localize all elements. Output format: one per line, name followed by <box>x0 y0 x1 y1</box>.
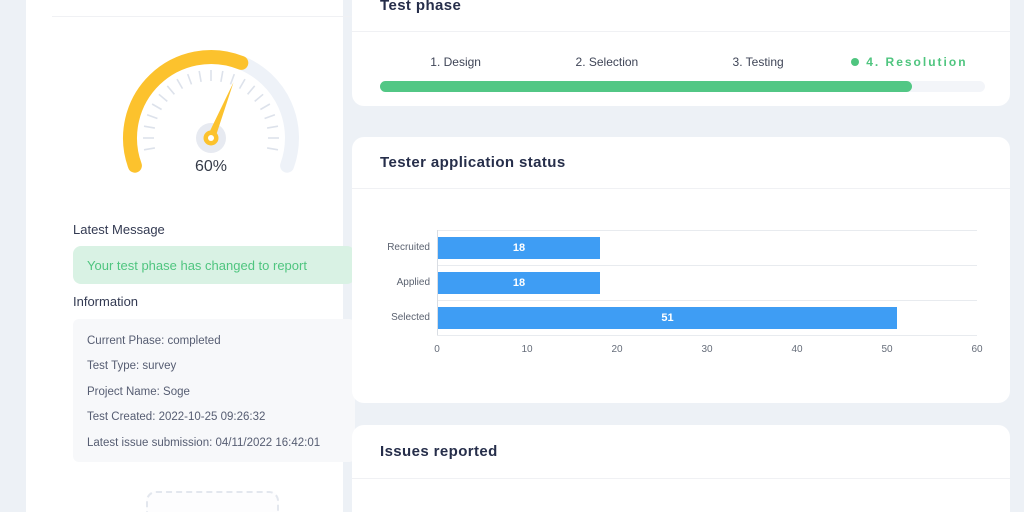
phase-step-label: 3. Testing <box>732 55 784 69</box>
test-phase-divider <box>352 31 1010 32</box>
bar-category-label: Recruited <box>387 241 430 253</box>
bar-value-label: 18 <box>512 276 526 289</box>
bar-category-label: Applied <box>396 276 430 288</box>
active-step-dot-icon <box>851 58 860 66</box>
phase-step-resolution: 4. Resolution <box>834 54 985 70</box>
sidebar-panel: SOGEDICOM 60% Latest Message Your test p… <box>26 0 369 512</box>
x-axis-tick-label: 60 <box>971 344 983 355</box>
bar-value-label: 18 <box>512 241 526 254</box>
x-axis-tick-label: 50 <box>881 344 893 355</box>
chart-gridline <box>437 265 977 266</box>
chart-gridline <box>437 230 977 231</box>
info-test-created: Test Created: 2022-10-25 09:26:32 <box>87 411 266 424</box>
test-phase-title: Test phase <box>380 0 462 14</box>
info-current-phase: Current Phase: completed <box>87 335 221 347</box>
x-axis-tick-label: 40 <box>791 344 803 355</box>
info-latest-submission: Latest issue submission: 04/11/2022 16:4… <box>87 436 321 449</box>
bar: 18 <box>438 236 600 259</box>
bar-value-label: 51 <box>661 311 674 324</box>
bar: 51 <box>438 306 897 329</box>
latest-message-banner: Your test phase has changed to report <box>73 246 355 284</box>
phase-step-label: 1. Design <box>430 55 481 69</box>
issues-reported-panel <box>352 425 1010 512</box>
bar-category-label: Selected <box>391 311 430 323</box>
phase-progress-fill <box>380 81 913 92</box>
info-test-type: Test Type: survey <box>87 360 177 373</box>
chart-gridline <box>437 300 977 301</box>
phase-progress-bar <box>380 81 985 92</box>
issues-reported-divider <box>352 478 1010 479</box>
completion-gauge-chart <box>123 50 299 173</box>
phase-stepper: 1. Design 2. Selection 3. Testing 4. Res… <box>380 54 985 70</box>
latest-message-text: Your test phase has changed to report <box>87 257 307 273</box>
tester-status-divider <box>352 188 1010 189</box>
phase-step-label: 2. Selection <box>575 55 639 69</box>
gauge-percent-label: 60% <box>194 158 228 175</box>
phase-step-design: 1. Design <box>380 54 531 70</box>
phase-step-label: 4. Resolution <box>866 55 968 69</box>
chart-gridline <box>437 335 977 336</box>
phase-step-selection: 2. Selection <box>531 54 682 70</box>
phase-step-testing: 3. Testing <box>683 54 834 70</box>
chart-y-axis <box>437 230 438 335</box>
x-axis-tick-label: 20 <box>611 344 623 355</box>
x-axis-tick-label: 10 <box>521 344 533 355</box>
x-axis-tick-label: 30 <box>701 344 713 355</box>
sidebar-divider <box>52 16 369 17</box>
dashed-action-button[interactable] <box>146 491 279 512</box>
tester-status-title: Tester application status <box>380 154 566 171</box>
x-axis-tick-label: 0 <box>434 344 440 355</box>
bar: 18 <box>438 271 600 294</box>
info-project-name: Project Name: Soge <box>87 385 190 398</box>
tester-status-bar-chart: Recruited 18 Applied 18 Selected 51 0 10 20 30 40 5… <box>352 137 1010 403</box>
issues-reported-title: Issues reported <box>380 443 498 460</box>
information-panel: Current Phase: completed Test Type: surv… <box>73 319 355 462</box>
tester-application-status-panel: Tester application status Recruited 18 App… <box>352 137 1010 403</box>
information-label: Information <box>73 294 139 309</box>
latest-message-label: Latest Message <box>73 222 165 237</box>
